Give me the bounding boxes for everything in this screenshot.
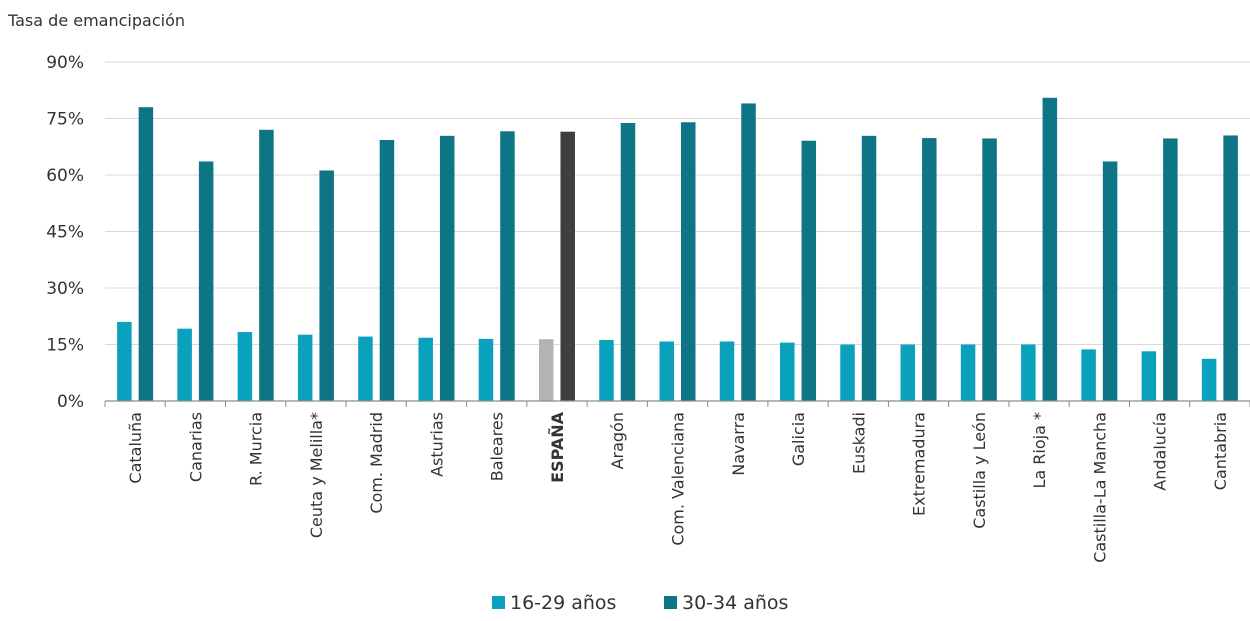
- gridlines: [105, 61, 1250, 345]
- bar-16-29: [1081, 349, 1096, 401]
- x-category-label: Cataluña: [126, 412, 145, 484]
- bar-16-29: [237, 332, 253, 401]
- x-category-label: Extremadura: [910, 412, 929, 516]
- bar-30-34: [922, 138, 937, 401]
- bar-30-34: [138, 107, 154, 401]
- bar-30-34: [198, 161, 214, 401]
- legend-swatch: [664, 596, 677, 609]
- bar-30-34: [1223, 135, 1238, 401]
- y-tick-label: 0%: [57, 392, 84, 412]
- x-category-label: Com. Madrid: [367, 412, 386, 514]
- bar-16-29: [177, 328, 192, 401]
- bar-30-34: [620, 123, 636, 402]
- bar-16-29: [1141, 351, 1157, 401]
- x-category-label: Euskadi: [849, 412, 868, 474]
- bar-30-34: [1163, 138, 1178, 402]
- bar-16-29: [659, 341, 674, 401]
- x-category-label: Castilla y León: [970, 412, 989, 529]
- legend-label: 16-29 años: [510, 592, 616, 614]
- y-axis-title: Tasa de emancipación: [7, 11, 185, 30]
- bar-30-34: [982, 138, 997, 402]
- bar-30-34: [861, 135, 877, 401]
- bar-16-29: [538, 339, 554, 401]
- bar-16-29: [478, 338, 494, 401]
- legend-swatch: [492, 596, 505, 609]
- bar-30-34: [801, 140, 817, 401]
- y-tick-label: 90%: [46, 53, 84, 73]
- bar-16-29: [840, 344, 855, 401]
- legend: 16-29 años 30-34 años: [492, 592, 788, 614]
- bar-30-34: [439, 135, 455, 401]
- bar-16-29: [900, 344, 916, 401]
- x-axis: [104, 400, 1250, 407]
- bar-30-34: [1042, 97, 1058, 402]
- bar-16-29: [599, 339, 614, 401]
- bar-16-29: [358, 336, 373, 401]
- bar-16-29: [719, 341, 735, 401]
- bars: [117, 97, 1238, 402]
- x-category-label: Castilla-La Mancha: [1090, 412, 1109, 563]
- x-category-label: Baleares: [488, 412, 507, 481]
- x-category-label: Navarra: [729, 412, 748, 476]
- bar-16-29: [418, 337, 433, 401]
- bar-16-29: [1201, 358, 1217, 401]
- x-category-label: Com. Valenciana: [669, 412, 688, 546]
- x-category-label: Aragón: [608, 412, 627, 469]
- x-category-label: Ceuta y Melilla*: [307, 412, 326, 538]
- bar-16-29: [780, 342, 795, 401]
- y-tick-label: 45%: [46, 223, 84, 243]
- x-category-label: Galicia: [789, 412, 808, 466]
- x-category-label: Cantabria: [1211, 412, 1230, 490]
- bar-30-34: [319, 170, 334, 401]
- bar-30-34: [741, 103, 756, 401]
- x-category-label: R. Murcia: [247, 412, 266, 486]
- x-category-label: Canarias: [186, 412, 205, 482]
- bar-16-29: [960, 344, 976, 401]
- y-tick-label: 30%: [46, 279, 84, 299]
- y-tick-label: 15%: [46, 336, 84, 356]
- y-axis-ticks: 0% 15% 30% 45% 60% 75% 90%: [46, 53, 84, 412]
- bar-16-29: [297, 334, 313, 401]
- x-category-label: Andalucía: [1151, 412, 1170, 491]
- bar-16-29: [117, 321, 132, 401]
- bar-30-34: [560, 131, 575, 401]
- x-category-label: La Rioja *: [1030, 412, 1049, 489]
- bar-30-34: [500, 131, 515, 401]
- bar-30-34: [681, 122, 696, 402]
- x-axis-categories: Cataluña Canarias R. Murcia Ceuta y Melilla…: [126, 411, 1230, 562]
- x-category-label: Asturias: [427, 412, 446, 477]
- bar-16-29: [1021, 344, 1036, 401]
- bar-30-34: [259, 129, 274, 402]
- y-tick-label: 75%: [46, 110, 84, 130]
- bar-30-34: [1102, 161, 1118, 401]
- x-category-label: ESPAÑA: [548, 411, 567, 482]
- legend-label: 30-34 años: [682, 592, 788, 614]
- bar-30-34: [379, 139, 395, 401]
- y-tick-label: 60%: [46, 166, 84, 186]
